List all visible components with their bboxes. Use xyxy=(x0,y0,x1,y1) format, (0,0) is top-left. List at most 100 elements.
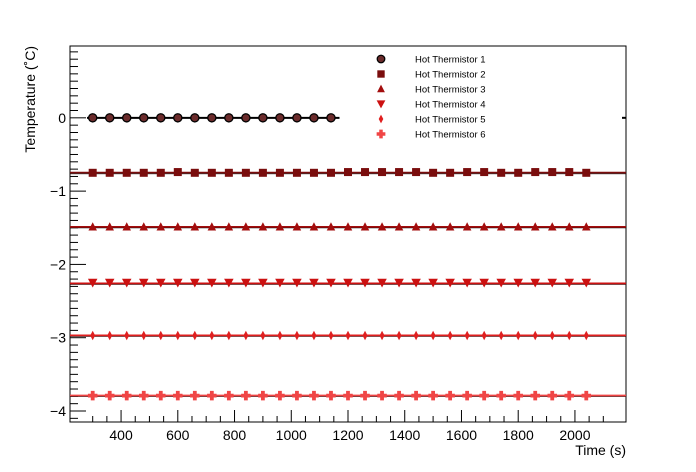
data-point xyxy=(360,278,370,288)
data-point xyxy=(87,113,98,123)
data-point xyxy=(394,222,404,231)
data-point xyxy=(515,330,521,341)
legend: Hot Thermistor 1 Hot Thermistor 2 Hot Ther… xyxy=(376,54,486,141)
data-point xyxy=(376,54,386,64)
y-tick-label: −2 xyxy=(50,256,66,272)
data-point xyxy=(445,278,455,288)
x-axis-title: Time (s) xyxy=(575,442,626,458)
y-tick-label: −3 xyxy=(50,330,66,346)
data-point xyxy=(241,113,251,123)
data-point xyxy=(190,113,200,123)
data-point xyxy=(394,390,404,401)
data-point xyxy=(105,222,114,231)
data-point xyxy=(479,278,489,288)
data-point xyxy=(548,168,557,177)
data-point xyxy=(396,330,402,341)
data-point xyxy=(224,390,234,401)
data-point xyxy=(207,168,216,177)
data-point xyxy=(107,330,113,341)
data-point xyxy=(190,278,200,288)
data-point xyxy=(362,330,368,341)
data-point xyxy=(377,278,387,288)
x-tick-label: 1400 xyxy=(389,427,420,443)
data-point xyxy=(549,330,555,341)
data-point xyxy=(377,390,387,401)
data-point xyxy=(190,168,199,177)
data-point xyxy=(513,222,523,231)
data-point xyxy=(530,222,540,231)
data-point xyxy=(87,390,98,401)
data-point xyxy=(275,113,285,123)
data-point xyxy=(462,390,472,401)
data-point xyxy=(207,222,217,231)
data-point xyxy=(309,113,319,123)
data-point xyxy=(462,222,472,231)
data-point xyxy=(122,168,131,177)
data-point xyxy=(360,390,370,401)
data-point xyxy=(581,390,592,401)
data-point xyxy=(192,330,198,341)
data-point xyxy=(428,390,438,401)
data-point xyxy=(158,330,164,341)
data-point xyxy=(175,330,181,341)
legend-label: Hot Thermistor 3 xyxy=(415,85,486,96)
data-point xyxy=(309,278,319,288)
data-point xyxy=(564,278,575,288)
y-tick-label: 0 xyxy=(58,110,66,126)
data-point xyxy=(344,168,352,177)
data-point xyxy=(209,330,215,341)
data-point xyxy=(514,168,523,177)
data-point xyxy=(378,168,387,177)
data-point xyxy=(275,278,285,288)
x-tick-label: 2000 xyxy=(559,427,590,443)
data-point xyxy=(377,84,385,93)
data-point xyxy=(411,390,421,401)
data-point xyxy=(430,330,436,341)
data-point xyxy=(328,330,334,341)
data-point xyxy=(309,168,318,177)
data-point xyxy=(309,222,319,231)
legend-label: Hot Thermistor 2 xyxy=(415,70,486,81)
data-point xyxy=(547,222,557,231)
data-point xyxy=(326,222,336,231)
data-point xyxy=(513,390,523,401)
data-point xyxy=(224,113,234,123)
x-axis: 400 600 800 1000 1200 1400 1600 1800 2000 xyxy=(92,410,604,443)
x-tick-label: 1800 xyxy=(503,427,534,443)
data-point xyxy=(446,168,455,177)
data-point xyxy=(497,168,506,177)
data-point xyxy=(226,330,232,341)
data-point xyxy=(565,168,574,177)
data-point xyxy=(139,222,149,231)
data-point xyxy=(309,390,319,401)
data-point xyxy=(496,390,506,401)
data-point xyxy=(105,168,114,177)
data-point xyxy=(277,330,283,341)
data-point xyxy=(207,113,217,123)
data-point xyxy=(292,390,302,401)
data-point xyxy=(275,390,285,401)
data-point xyxy=(447,330,453,341)
data-point xyxy=(241,278,251,288)
data-point xyxy=(379,330,385,341)
x-tick-label: 600 xyxy=(166,427,190,443)
data-point xyxy=(326,168,335,177)
data-point xyxy=(190,390,200,401)
data-point xyxy=(141,330,147,341)
y-axis-title: Temperature (˚C) xyxy=(22,46,38,153)
data-point xyxy=(462,278,472,288)
data-point xyxy=(345,330,351,341)
data-point xyxy=(122,222,131,231)
data-point xyxy=(566,330,572,341)
data-point xyxy=(292,168,301,177)
data-markers xyxy=(87,113,592,401)
legend-label: Hot Thermistor 4 xyxy=(415,100,486,111)
data-point xyxy=(173,168,182,177)
y-tick-label: −4 xyxy=(50,403,66,419)
data-point xyxy=(532,330,538,341)
data-point xyxy=(479,222,489,231)
data-point xyxy=(530,278,540,288)
data-point xyxy=(413,330,419,341)
data-point xyxy=(582,168,591,177)
